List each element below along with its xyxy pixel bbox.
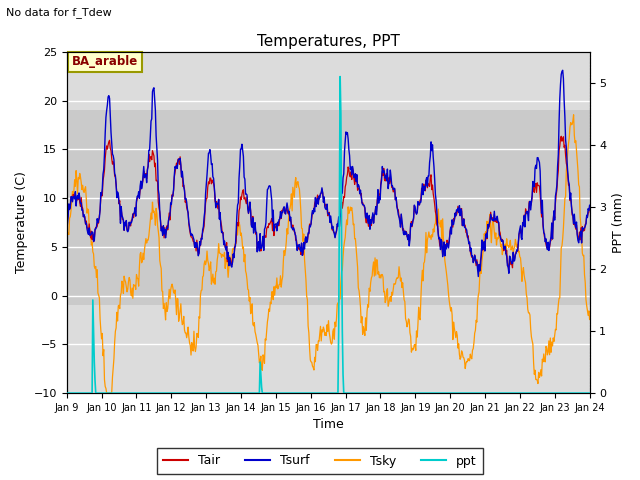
Legend: Tair, Tsurf, Tsky, ppt: Tair, Tsurf, Tsky, ppt: [157, 448, 483, 474]
Y-axis label: PPT (mm): PPT (mm): [612, 192, 625, 253]
Y-axis label: Temperature (C): Temperature (C): [15, 171, 28, 274]
Text: No data for f_Tdew: No data for f_Tdew: [6, 7, 112, 18]
X-axis label: Time: Time: [313, 419, 344, 432]
Bar: [67, 110, 589, 305]
Text: BA_arable: BA_arable: [72, 55, 138, 68]
Title: Temperatures, PPT: Temperatures, PPT: [257, 34, 399, 49]
